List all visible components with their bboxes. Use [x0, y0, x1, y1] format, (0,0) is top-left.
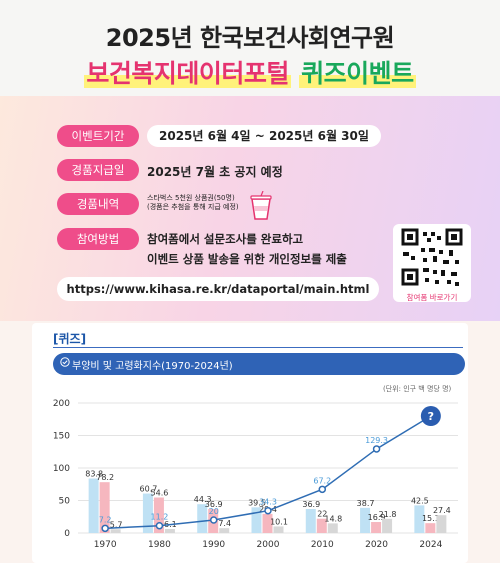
line-value-label: 7.2	[99, 515, 112, 524]
x-tick-label: 1990	[202, 540, 225, 549]
period-value: 2025년 6월 4일 ~ 2025년 6월 30일	[147, 125, 381, 147]
event-subtitle: 보건복지데이터포털 퀴즈이벤트	[0, 54, 500, 90]
qr-caption[interactable]: 참여폼 바로가기	[406, 293, 458, 302]
coffee-cup-icon	[250, 191, 272, 220]
bar-value-label: 21.8	[379, 510, 397, 519]
quiz-divider	[53, 347, 463, 348]
bar	[316, 518, 327, 533]
bar-value-label: 5.7	[110, 520, 123, 529]
bar	[371, 522, 382, 533]
x-tick-label: 2024	[419, 540, 442, 549]
bar-value-label: 42.5	[411, 496, 429, 505]
y-tick-label: 200	[53, 399, 70, 409]
bar-value-label: 27.4	[433, 506, 451, 515]
bar	[327, 523, 338, 533]
line-point	[264, 506, 272, 515]
bar-value-label: 10.1	[270, 517, 288, 526]
bar-value-label: 36.9	[205, 500, 223, 509]
bar	[219, 528, 230, 533]
bar-value-label: 44.3	[194, 495, 212, 504]
portal-url-link[interactable]: https://www.kihasa.re.kr/dataportal/main…	[57, 277, 379, 301]
period-label: 이벤트기간	[57, 125, 139, 147]
prize-line2: (경품은 추첨을 통해 지급 예정)	[147, 203, 239, 211]
y-tick-label: 150	[53, 432, 70, 442]
how-label: 참여방법	[57, 228, 139, 250]
portal-name: 보건복지데이터포털	[84, 59, 291, 88]
bar-value-label: 16.9	[368, 513, 386, 522]
bar	[153, 497, 164, 533]
bar	[251, 507, 262, 533]
line-point	[101, 524, 109, 533]
unknown-point-label: ?	[428, 410, 434, 423]
line-value-label: 11.2	[151, 513, 169, 522]
dependency-chart: 05010015020083.878.25.7197060.754.66.119…	[53, 399, 458, 549]
bar	[382, 518, 393, 533]
bar-value-label: 38.7	[357, 499, 375, 508]
bar-value-label: 83.8	[85, 470, 103, 479]
chart-subtitle-bar	[53, 353, 465, 375]
bar-value-label: 14.8	[324, 514, 342, 523]
bar-value-label: 78.2	[96, 473, 114, 482]
how-line1: 참여폼에서 설문조사를 완료하고	[147, 232, 304, 246]
unknown-point-marker	[420, 406, 441, 426]
bar-value-label: 22	[317, 510, 327, 519]
x-tick-label: 2010	[311, 540, 334, 549]
header: 2025년 한국보건사회연구원 보건복지데이터포털 퀴즈이벤트	[0, 0, 500, 96]
y-tick-label: 0	[64, 529, 70, 539]
x-tick-label: 1980	[148, 540, 171, 549]
bar-value-label: 60.7	[140, 485, 158, 494]
bar	[110, 529, 121, 533]
line-value-label: 20	[209, 507, 219, 516]
prize-line1: 스타벅스 5천원 상품권(50명)	[147, 194, 235, 202]
bar-value-label: 15.1	[422, 514, 440, 523]
bar-value-label: 7.4	[218, 519, 231, 528]
x-tick-label: 1970	[94, 540, 117, 549]
y-tick-label: 50	[59, 497, 71, 507]
bar-value-label: 54.6	[151, 489, 169, 498]
prize-label: 경품내역	[57, 193, 139, 215]
qr-code-icon	[401, 228, 463, 286]
bar	[360, 507, 371, 533]
y-tick-label: 100	[53, 464, 70, 474]
bar	[414, 505, 425, 533]
bar	[197, 504, 208, 533]
chart-unit: (단위: 인구 백 명당 명)	[383, 385, 452, 393]
line-point	[372, 445, 381, 453]
announce-label: 경품지급일	[57, 159, 139, 181]
bar	[425, 523, 436, 533]
bar	[305, 509, 316, 533]
check-circle-icon	[60, 357, 70, 367]
line-point	[155, 521, 164, 530]
bar	[142, 493, 153, 533]
bar-value-label: 36.9	[302, 500, 320, 509]
bar-value-label: 39.5	[248, 498, 266, 507]
qr-code-card[interactable]	[393, 224, 471, 302]
how-line2: 이벤트 상품 발송을 위한 개인정보를 제출	[147, 252, 347, 266]
event-title: 2025년 한국보건사회연구원	[105, 24, 395, 52]
x-tick-label: 2000	[257, 540, 280, 549]
bar	[436, 515, 447, 533]
bar	[88, 478, 99, 533]
x-tick-label: 2020	[365, 540, 388, 549]
quiz-tag: [퀴즈]	[53, 332, 87, 346]
line-point	[209, 516, 218, 524]
bar	[273, 526, 284, 533]
bar	[262, 513, 273, 533]
bar	[99, 482, 110, 533]
line-value-label: 67.2	[313, 476, 331, 485]
line-point	[318, 485, 327, 494]
line-value-label: 34.3	[259, 498, 277, 507]
bar	[164, 529, 175, 533]
chart-subtitle: 부양비 및 고령화지수(1970-2024년)	[72, 361, 233, 372]
line-value-label: 129.3	[365, 436, 388, 445]
announce-value: 2025년 7월 초 공지 예정	[147, 165, 283, 179]
quiz-event-label: 퀴즈이벤트	[299, 59, 416, 88]
